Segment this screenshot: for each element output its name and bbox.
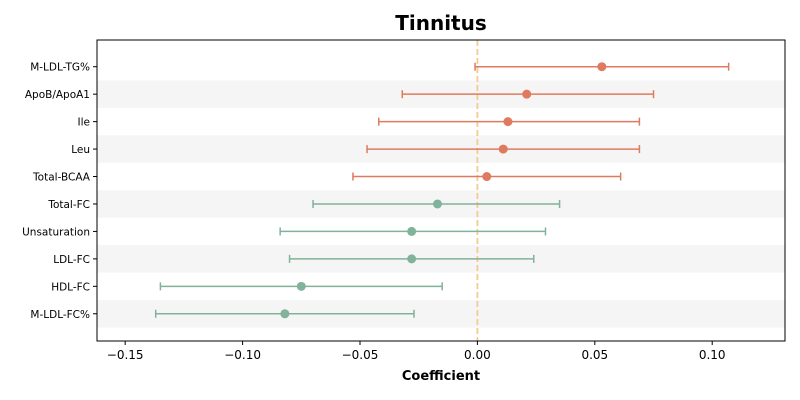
estimate-point xyxy=(407,226,417,236)
estimate-point xyxy=(503,117,513,127)
estimate-point xyxy=(482,172,492,182)
estimate-point xyxy=(498,144,508,154)
estimate-point xyxy=(597,62,607,72)
data-marks xyxy=(154,62,730,319)
estimate-point xyxy=(407,254,417,264)
y-tick-label: LDL-FC xyxy=(53,254,90,266)
x-axis-ticks: −0.15 −0.10 −0.05 0.00 0.05 0.10 xyxy=(107,341,726,362)
estimate-point xyxy=(280,309,290,319)
x-tick-label: −0.10 xyxy=(224,348,261,362)
y-tick-label: ApoB/ApoA1 xyxy=(25,89,90,101)
y-tick-label: Total-BCAA xyxy=(32,172,91,184)
y-tick-label: HDL-FC xyxy=(51,281,90,293)
y-tick-label: Ile xyxy=(78,117,90,129)
y-tick-label: Leu xyxy=(71,144,90,156)
y-tick-label: M-LDL-TG% xyxy=(30,62,90,74)
estimate-point xyxy=(432,199,442,209)
x-tick-label: 0.10 xyxy=(699,348,726,362)
chart-title: Tinnitus xyxy=(395,11,487,35)
y-axis-ticks: M-LDL-TG% ApoB/ApoA1 Ile Leu Total-BCAA Total… xyxy=(22,62,97,321)
x-tick-label: −0.15 xyxy=(107,348,144,362)
x-tick-label: −0.05 xyxy=(342,348,379,362)
x-tick-label: 0.05 xyxy=(581,348,608,362)
x-axis-label: Coefficient xyxy=(402,369,480,384)
y-tick-label: Unsaturation xyxy=(22,226,90,238)
estimate-point xyxy=(522,89,532,99)
estimate-point xyxy=(296,281,306,291)
y-tick-label: M-LDL-FC% xyxy=(30,309,90,321)
y-tick-label: Total-FC xyxy=(47,199,90,211)
plot-frame xyxy=(96,39,786,342)
x-tick-label: 0.00 xyxy=(464,348,491,362)
